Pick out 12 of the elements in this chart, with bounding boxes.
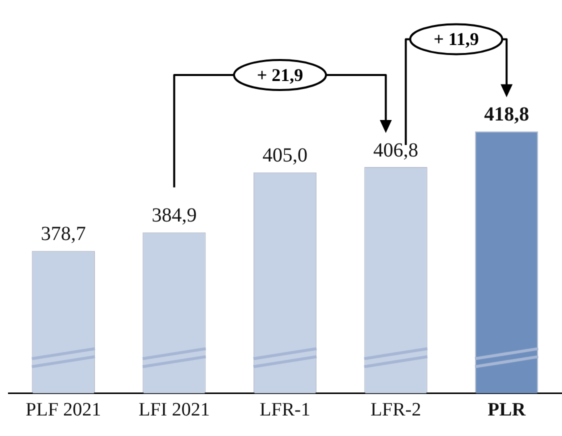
data-label: 384,9: [152, 204, 197, 227]
data-label: 418,8: [484, 103, 530, 126]
x-tick-label: LFR-1: [260, 400, 310, 421]
data-label: 405,0: [262, 144, 308, 167]
text: + 11,9: [434, 29, 479, 50]
data-label: 406,8: [373, 139, 418, 162]
data-label: 378,7: [40, 223, 86, 246]
x-tick-label: LFI 2021: [138, 400, 210, 421]
text: + 21,9: [256, 65, 304, 86]
x-tick-label: PLR: [488, 400, 526, 421]
x-tick-label: LFR-2: [370, 400, 422, 421]
x-tick-label: PLF 2021: [26, 400, 102, 421]
